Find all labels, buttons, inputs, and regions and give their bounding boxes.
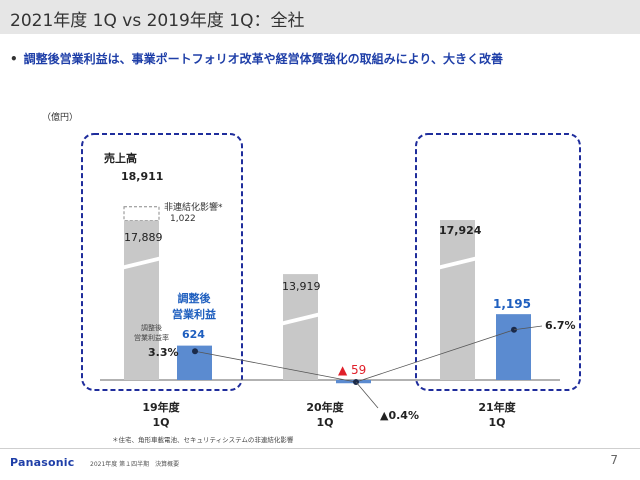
sales-value-label-20: 13,919 [282,280,321,293]
category-label-20-line1: 20年度 [306,400,344,414]
footer-divider [0,448,640,449]
highlight-box-19 [81,133,243,391]
sales-series-label: 売上高 [104,151,137,165]
margin-value-label-19: 3.3% [148,346,179,359]
sales-value-label-21: 17,924 [439,224,482,237]
footer-caption: 2021年度 第１四半期 決算概要 [90,461,180,468]
margin-leader-21 [513,325,543,331]
profit-value-label-20: ▲ 59 [338,363,366,377]
headline-bullet: • 調整後営業利益は、事業ポートフォリオ改革や経営体質強化の取組みにより、大きく改… [10,50,503,67]
profit-value-label-19: 624 [182,328,205,341]
margin-series-label-line1: 調整後 [141,323,162,332]
margin-leader-20 [355,381,379,409]
profit-series-label-line1: 調整後 [178,291,212,305]
margin-series-label-line2: 営業利益率 [134,333,169,342]
page-title: 2021年度 1Q vs 2019年度 1Q：全社 [10,11,305,31]
axis-break-marks [121,256,478,326]
bullet-marker: • [10,52,18,66]
headline-text: 調整後営業利益は、事業ポートフォリオ改革や経営体質強化の取組みにより、大きく改善 [23,52,503,66]
title-bar: 2021年度 1Q vs 2019年度 1Q：全社 [0,0,640,34]
category-label-19-line1: 19年度 [142,400,180,414]
sales-value-label-19: 17,889 [124,231,163,244]
sales-bar-20 [283,274,318,380]
profit-bar-21 [496,314,531,380]
page-number: 7 [610,453,618,467]
sales-bar-19 [124,220,159,380]
margin-value-label-21: 6.7% [545,319,576,332]
axis-break-2 [437,256,478,270]
panasonic-logo: Panasonic [10,456,75,469]
axis-break-1 [280,312,321,326]
profit-value-label-21: 1,195 [493,297,531,311]
unit-label: （億円） [42,113,79,123]
category-label-20-line2: 1Q [316,416,333,429]
margin-point-19 [192,348,198,355]
unconsolidated-impact-box [123,206,160,221]
category-label-21-line2: 1Q [488,416,505,429]
margin-value-label-20: ▲0.4% [380,409,419,422]
sales-bar-21 [440,220,475,380]
unconsolidated-total-label: 18,911 [121,170,163,183]
highlight-box-21 [415,133,581,391]
profit-series-label-line2: 営業利益 [172,307,216,321]
axis-break-0 [121,256,162,270]
unconsolidated-impact-label: 非連結化影響* [164,201,223,213]
unconsolidated-impact-value: 1,022 [170,214,196,224]
category-label-19-line2: 1Q [152,416,169,429]
footnote: ＊住宅、角形車載電池、セキュリティシステムの非連結化影響 [112,435,294,444]
category-label-21-line1: 21年度 [478,400,516,414]
